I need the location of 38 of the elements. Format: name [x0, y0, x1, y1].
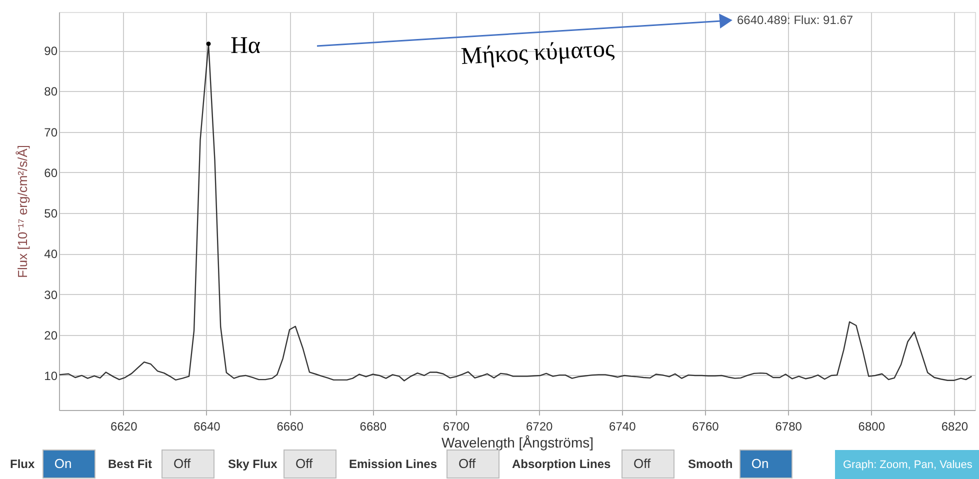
text: Absorption Lines — [512, 457, 611, 471]
text: Smooth — [688, 457, 733, 471]
text: Off — [458, 456, 476, 471]
x-tick-label: 6760 — [692, 420, 720, 434]
x-tick-label: 6720 — [526, 420, 553, 434]
text: Sky Flux — [228, 457, 278, 471]
annotation: Μήκος κύματος — [460, 36, 616, 70]
text: Best Fit — [108, 457, 152, 471]
y-tick-label: 50 — [44, 206, 58, 221]
text: Off — [173, 456, 191, 471]
annotation: 6640.489: Flux: 91.67 — [737, 13, 854, 27]
y-tick-label: 10 — [44, 368, 58, 383]
text: Emission Lines — [349, 457, 438, 471]
text: On — [751, 456, 769, 471]
y-tick-label: 60 — [44, 166, 58, 180]
y-tick-label: 30 — [44, 288, 58, 302]
y-tick-label: 80 — [44, 84, 58, 99]
text: Off — [295, 456, 313, 471]
y-tick-label: 70 — [44, 125, 58, 140]
x-tick-label: 6620 — [110, 420, 138, 434]
x-axis-title: Wavelength [Ångströms] — [442, 434, 594, 450]
y-tick-label: 90 — [44, 44, 58, 58]
x-tick-label: 6680 — [360, 420, 387, 434]
y-axis-title: Flux [10⁻¹⁷ erg/cm²/s/Å] — [15, 145, 30, 278]
text: On — [54, 456, 72, 471]
y-tick-label: 20 — [44, 328, 58, 342]
x-tick-label: 6780 — [775, 420, 802, 434]
y-tick-label: 40 — [44, 247, 58, 262]
text: Graph: Zoom, Pan, Values — [843, 459, 973, 471]
annotation: Hα — [230, 32, 261, 59]
text: Off — [633, 456, 651, 471]
x-tick-label: 6740 — [609, 420, 636, 434]
x-tick-label: 6820 — [941, 420, 968, 434]
x-tick-label: 6660 — [276, 420, 304, 434]
text: Flux — [10, 457, 35, 471]
x-tick-label: 6800 — [858, 420, 886, 434]
x-tick-label: 6640 — [194, 420, 221, 434]
x-tick-label: 6700 — [442, 420, 470, 434]
